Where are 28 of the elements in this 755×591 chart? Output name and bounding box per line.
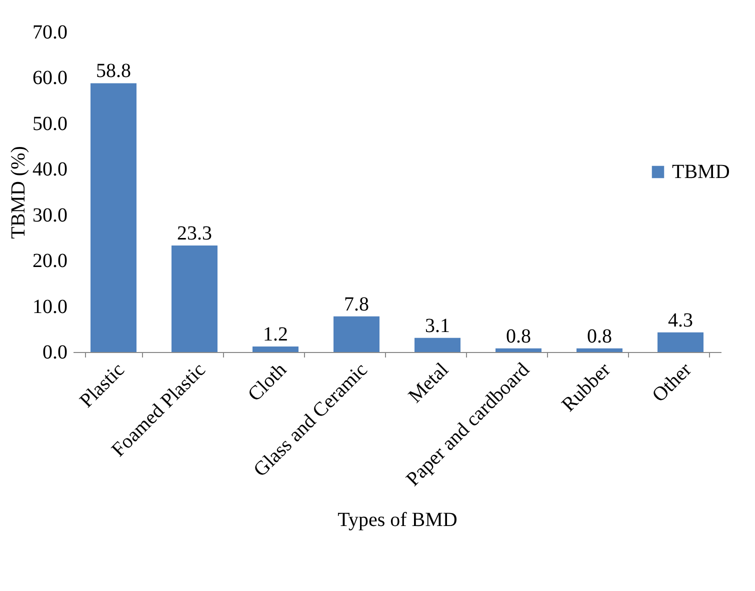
y-tick-label: 30.0 (32, 204, 68, 226)
bar (414, 338, 460, 352)
y-tick-label: 20.0 (32, 250, 68, 272)
legend-label: TBMD (672, 161, 730, 183)
bar (576, 348, 622, 352)
bar (496, 348, 542, 352)
data-label: 4.3 (668, 309, 693, 332)
bar (334, 316, 380, 352)
x-axis-title: Types of BMD (338, 508, 458, 531)
y-tick-label: 70.0 (32, 22, 68, 44)
y-tick-label: 50.0 (32, 112, 68, 135)
bar (252, 346, 298, 352)
data-label: 23.3 (177, 222, 212, 244)
data-label: 7.8 (344, 293, 369, 316)
data-label: 1.2 (263, 324, 288, 346)
y-tick-label: 0.0 (42, 342, 68, 364)
bar (658, 332, 704, 352)
y-tick-label: 10.0 (32, 296, 68, 318)
data-label: 0.8 (587, 325, 612, 348)
bar (90, 83, 136, 352)
y-axis-title: TBMD (%) (8, 146, 30, 239)
bar (172, 245, 218, 352)
data-label: 58.8 (96, 60, 131, 82)
y-tick-label: 40.0 (32, 158, 68, 181)
data-label: 3.1 (425, 314, 450, 337)
y-tick-label: 60.0 (32, 67, 68, 90)
x-tick-label: Cloth (244, 358, 291, 406)
data-label: 0.8 (506, 325, 531, 348)
